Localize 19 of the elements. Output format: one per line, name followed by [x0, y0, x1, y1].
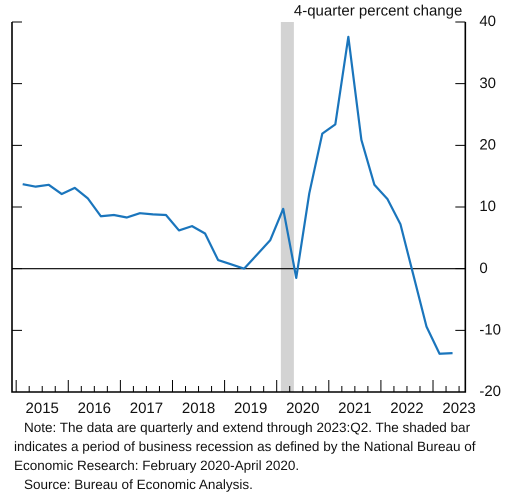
y-tick-label: 10 — [479, 198, 496, 216]
x-tick-label: 2015 — [26, 400, 59, 418]
text: Note: The data are quarterly and extend through 2023:Q2. The shaded bar indicates a period of business recession as defined by the National Bureau of Economic Research: February 2020-April 2020. — [14, 419, 477, 475]
source-note: Source: Bureau of Economic Analysis. — [23, 476, 254, 493]
x-tick-label: 2019 — [234, 400, 268, 418]
y-axis-title: 4-quarter percent change — [294, 2, 462, 20]
x-tick-label: 2016 — [78, 400, 112, 418]
y-tick-label: -20 — [479, 383, 502, 400]
y-tick-label: 30 — [479, 74, 496, 92]
y-tick-label: 20 — [479, 136, 496, 154]
y-tick-label: -10 — [479, 321, 502, 338]
x-tick-label: 2020 — [286, 400, 320, 418]
x-tick-label: 2017 — [130, 400, 164, 418]
x-tick-label: 2018 — [182, 400, 216, 418]
x-tick-label: 2022 — [390, 400, 424, 418]
x-tick-label: 2023 — [442, 400, 476, 418]
x-tick-label: 2021 — [338, 400, 372, 418]
y-tick-label: 40 — [479, 13, 496, 30]
y-tick-label: 0 — [479, 260, 488, 277]
